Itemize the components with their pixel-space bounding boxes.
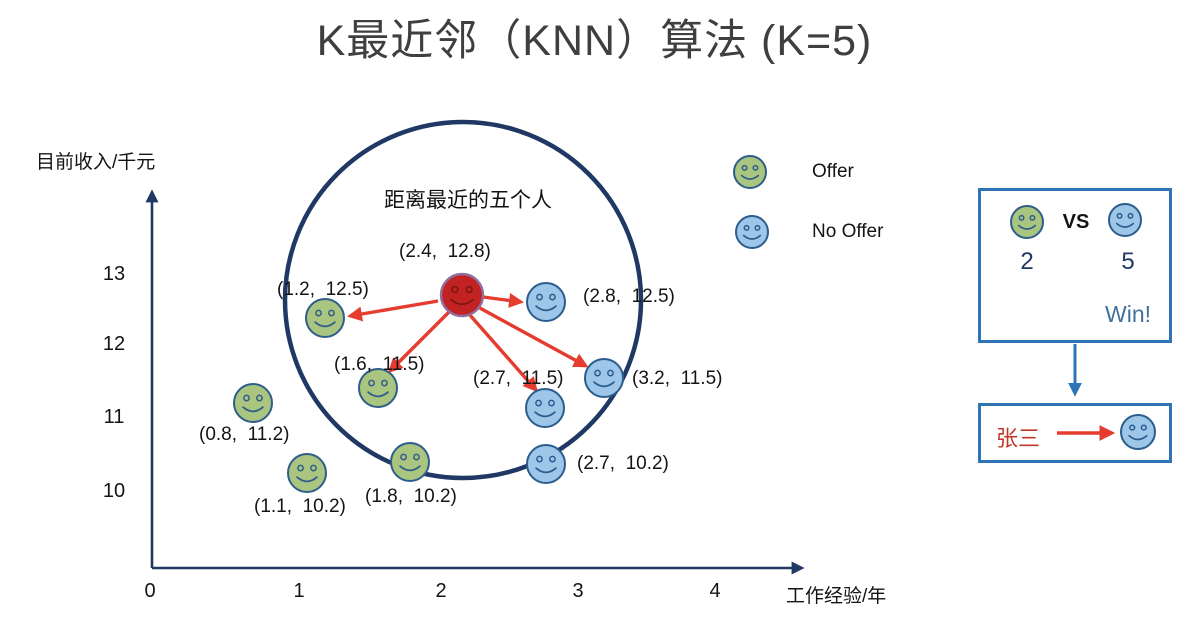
face-offer-icon	[233, 383, 273, 423]
prediction-box	[978, 403, 1172, 463]
y-tick-13: 13	[102, 263, 126, 285]
point-label-p1: (1.2, 12.5)	[277, 279, 369, 300]
x-axis-title: 工作经验/年	[786, 586, 887, 607]
legend-label-offer: Offer	[812, 161, 854, 182]
y-tick-10: 10	[102, 480, 126, 502]
point-label-p7: (1.1, 10.2)	[254, 496, 346, 517]
no-offer-count: 5	[1121, 248, 1135, 275]
axes	[145, 189, 805, 575]
point-label-p4: (2.7, 11.5)	[473, 368, 564, 389]
y-tick-11: 11	[103, 406, 125, 428]
x-tick-3: 3	[572, 580, 584, 602]
offer-count: 2	[1020, 248, 1034, 275]
neighbor-arrow-5	[467, 312, 538, 393]
face-no-offer-icon	[526, 282, 566, 322]
face-offer-icon	[733, 155, 767, 189]
neighbor-arrow-1	[347, 299, 439, 322]
face-query-icon	[439, 272, 485, 318]
face-no-offer-icon	[1120, 414, 1156, 450]
face-offer-icon	[390, 442, 430, 482]
face-no-offer-icon	[1108, 203, 1142, 237]
circle-caption: 距离最近的五个人	[384, 189, 552, 212]
point-label-p2: (2.8, 12.5)	[583, 286, 675, 307]
x-tick-4: 4	[709, 580, 721, 602]
face-no-offer-icon	[526, 444, 566, 484]
face-no-offer-icon	[584, 358, 624, 398]
face-no-offer-icon	[525, 388, 565, 428]
face-offer-icon	[305, 298, 345, 338]
face-no-offer-icon	[735, 215, 769, 249]
point-label-p8: (1.8, 10.2)	[365, 486, 457, 507]
point-label-p5: (3.2, 11.5)	[632, 368, 723, 389]
point-label-p6: (0.8, 11.2)	[199, 424, 290, 445]
page-title: K最近邻（KNN）算法 (K=5)	[316, 17, 873, 65]
point-label-p9: (2.7, 10.2)	[577, 453, 669, 474]
y-axis-title: 目前收入/千元	[36, 152, 156, 173]
win-label: Win!	[1105, 301, 1151, 327]
x-tick-1: 1	[293, 580, 305, 602]
x-tick-2: 2	[435, 580, 447, 602]
x-tick-0: 0	[144, 580, 156, 602]
neighbor-arrow-4	[477, 305, 589, 368]
distance-arrows	[347, 293, 589, 393]
face-offer-icon	[1010, 205, 1044, 239]
vote-box	[978, 188, 1172, 343]
neighbor-arrow-2	[387, 310, 451, 374]
neighbor-arrow-3	[482, 293, 524, 308]
point-label-p3: (1.6, 11.5)	[334, 354, 425, 375]
person-name: 张三	[995, 426, 1040, 451]
y-tick-12: 12	[102, 333, 126, 355]
face-offer-icon	[287, 453, 327, 493]
point-label-query: (2.4, 12.8)	[399, 241, 491, 262]
face-offer-icon	[358, 368, 398, 408]
data-points	[233, 155, 1156, 493]
vs-label: VS	[1062, 211, 1090, 233]
knn-boundary-circle	[282, 119, 644, 481]
legend-label-no-offer: No Offer	[812, 221, 884, 242]
